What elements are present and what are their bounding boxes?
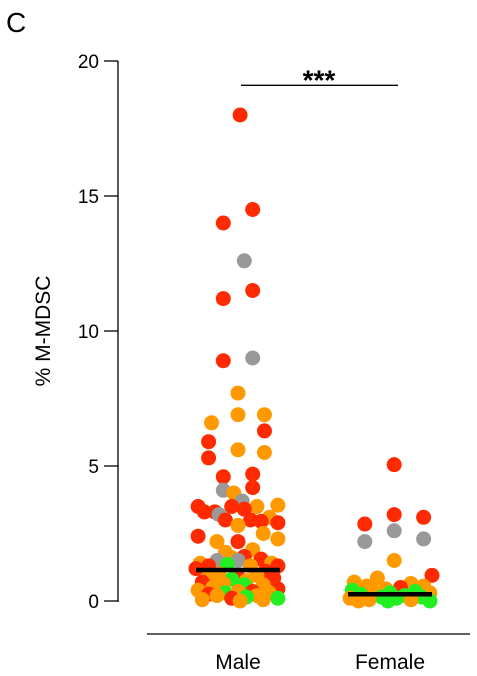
data-point [357,534,373,550]
data-point [270,497,286,513]
data-point [245,202,261,217]
data-point [236,253,252,269]
y-tick-label: 15 [78,187,99,208]
data-point [256,407,272,423]
data-point [194,592,210,608]
data-point [230,517,246,533]
data-point [230,442,246,458]
data-point [351,593,366,609]
data-point [232,593,248,609]
data-point [380,593,396,609]
data-point [249,499,265,514]
panel-letter: C [6,7,26,38]
data-point [215,469,231,485]
data-point [270,515,286,531]
x-tick-labels: Male Female [215,651,425,674]
data-point [422,593,438,609]
data-point [215,215,231,231]
data-point [253,513,269,529]
data-point [256,445,272,460]
data-point [424,567,440,583]
data-point [255,526,271,541]
data-point [357,516,373,532]
data-point [215,291,231,307]
y-tick-label: 10 [78,322,99,343]
data-point [215,353,231,369]
data-point [196,504,212,520]
data-point [255,592,271,608]
y-ticks: 0 5 10 15 20 [78,52,118,613]
x-tick-label-female: Female [355,651,425,674]
data-point [201,450,217,466]
data-point [416,531,432,547]
median-lines [196,567,432,597]
data-point [245,480,261,496]
data-point [416,509,432,525]
data-point [386,457,402,473]
data-point [245,466,261,482]
data-point [230,407,246,423]
data-point [256,423,272,439]
y-axis-label: % M-MDSC [32,276,55,387]
data-point [217,512,233,528]
data-point [230,385,246,401]
significance-label: *** [303,64,336,95]
data-point [270,531,286,547]
y-tick-label: 20 [78,52,99,73]
y-axis: 0 5 10 15 20 [78,52,119,613]
data-point [245,350,261,366]
data-point [230,534,246,550]
data-point [201,434,217,450]
data-point [204,415,220,431]
data-point [386,523,402,539]
data-point [386,507,402,523]
data-point [245,283,261,298]
data-point [209,588,225,604]
data-point [270,590,286,606]
data-point [386,553,402,568]
x-tick-label-male: Male [215,651,261,674]
data-point [224,499,240,514]
significance-annotation: *** [241,64,398,95]
y-tick-label: 0 [88,592,99,613]
data-point [369,570,385,586]
data-point [209,534,225,550]
y-tick-label: 5 [88,457,99,478]
data-point [190,528,206,544]
data-points [188,107,440,609]
data-point [232,107,248,123]
